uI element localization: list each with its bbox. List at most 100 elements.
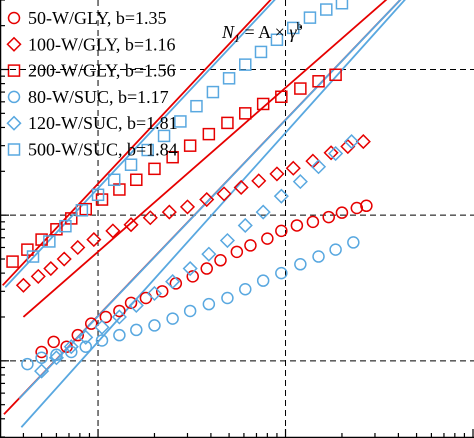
data-point xyxy=(335,0,349,10)
data-point xyxy=(165,274,181,290)
data-point xyxy=(21,357,34,371)
data-point xyxy=(91,188,105,202)
data-point xyxy=(219,232,235,249)
data-point xyxy=(275,266,288,280)
data-point xyxy=(256,274,270,287)
data-point xyxy=(270,33,284,47)
data-points xyxy=(6,0,373,379)
data-point xyxy=(233,179,249,196)
data-point xyxy=(123,217,139,233)
data-point xyxy=(239,107,252,120)
formula-middle: = A × xyxy=(240,22,289,42)
data-point xyxy=(65,345,78,359)
data-point xyxy=(244,239,257,252)
legend: 50-W/GLY, b=1.35 100-W/GLY, b=1.16 200-W/G… xyxy=(6,8,178,160)
data-point xyxy=(239,58,252,71)
data-point xyxy=(323,145,339,161)
data-point xyxy=(48,350,64,366)
data-point xyxy=(107,173,121,187)
fit-line-series-2 xyxy=(22,0,388,318)
formula-subscript: 1 xyxy=(234,31,240,45)
data-point xyxy=(199,191,215,208)
legend-label-5: 120-W/SUC, b=1.81 xyxy=(28,113,178,133)
data-point xyxy=(50,223,63,236)
data-point xyxy=(146,285,163,302)
formula-left: N xyxy=(221,22,235,42)
data-point xyxy=(35,233,48,246)
data-point xyxy=(78,329,94,345)
series-2-points xyxy=(15,134,371,293)
data-point xyxy=(157,129,171,143)
data-point xyxy=(343,134,360,150)
data-point xyxy=(50,348,63,362)
data-point xyxy=(273,188,289,204)
data-point xyxy=(294,82,307,95)
data-point xyxy=(251,173,267,189)
data-point xyxy=(292,174,308,190)
data-point xyxy=(43,235,56,248)
data-point xyxy=(179,199,196,215)
data-point xyxy=(130,323,143,337)
legend-marker-5 xyxy=(6,115,22,131)
data-point xyxy=(214,254,227,267)
data-point xyxy=(350,201,364,215)
data-point xyxy=(105,223,121,239)
series-6-points xyxy=(26,0,349,263)
series-3-points xyxy=(6,68,342,268)
data-point xyxy=(230,245,244,259)
data-point xyxy=(261,232,274,245)
data-point xyxy=(275,224,288,238)
data-point xyxy=(221,116,234,130)
data-point xyxy=(56,251,72,267)
data-point xyxy=(190,99,203,113)
data-point xyxy=(94,319,110,335)
data-point xyxy=(221,291,234,305)
data-point xyxy=(130,173,143,187)
data-point xyxy=(360,199,373,213)
data-point xyxy=(347,236,360,249)
data-point xyxy=(95,334,109,347)
data-point xyxy=(222,72,236,85)
data-point xyxy=(201,246,217,262)
data-point xyxy=(43,260,59,277)
data-point xyxy=(6,255,19,268)
data-point xyxy=(255,204,271,220)
data-point xyxy=(275,90,288,104)
data-point xyxy=(206,85,220,99)
data-point xyxy=(15,277,31,293)
data-point xyxy=(202,297,216,311)
data-point xyxy=(99,310,113,324)
data-point xyxy=(216,186,232,202)
data-point xyxy=(256,97,270,111)
formula-superscript: b xyxy=(296,19,302,33)
data-point xyxy=(340,138,356,155)
data-point xyxy=(113,304,126,318)
data-point xyxy=(312,75,325,88)
data-point xyxy=(328,145,344,162)
legend-label-3: 200-W/GLY, b=1.56 xyxy=(28,61,176,81)
data-point xyxy=(312,250,325,263)
legend-label-2: 100-W/GLY, b=1.16 xyxy=(28,34,176,54)
data-point xyxy=(79,202,93,216)
data-point xyxy=(128,297,144,314)
data-point xyxy=(306,215,320,229)
series-4-points xyxy=(21,236,360,371)
formula-annotation: N1 = A × γ̇b xyxy=(221,19,302,45)
legend-marker-1 xyxy=(7,11,21,25)
data-point xyxy=(124,296,138,310)
data-point xyxy=(79,340,93,353)
data-point xyxy=(186,270,199,283)
data-point xyxy=(237,217,253,234)
legend-marker-6 xyxy=(7,143,21,156)
data-point xyxy=(294,258,307,271)
data-point xyxy=(329,68,342,82)
data-point xyxy=(30,268,46,284)
data-point xyxy=(34,363,50,379)
data-point xyxy=(285,160,301,176)
data-point xyxy=(71,328,85,342)
data-point xyxy=(63,339,79,355)
data-point xyxy=(200,262,213,275)
data-point xyxy=(303,11,317,24)
data-point xyxy=(202,127,216,141)
